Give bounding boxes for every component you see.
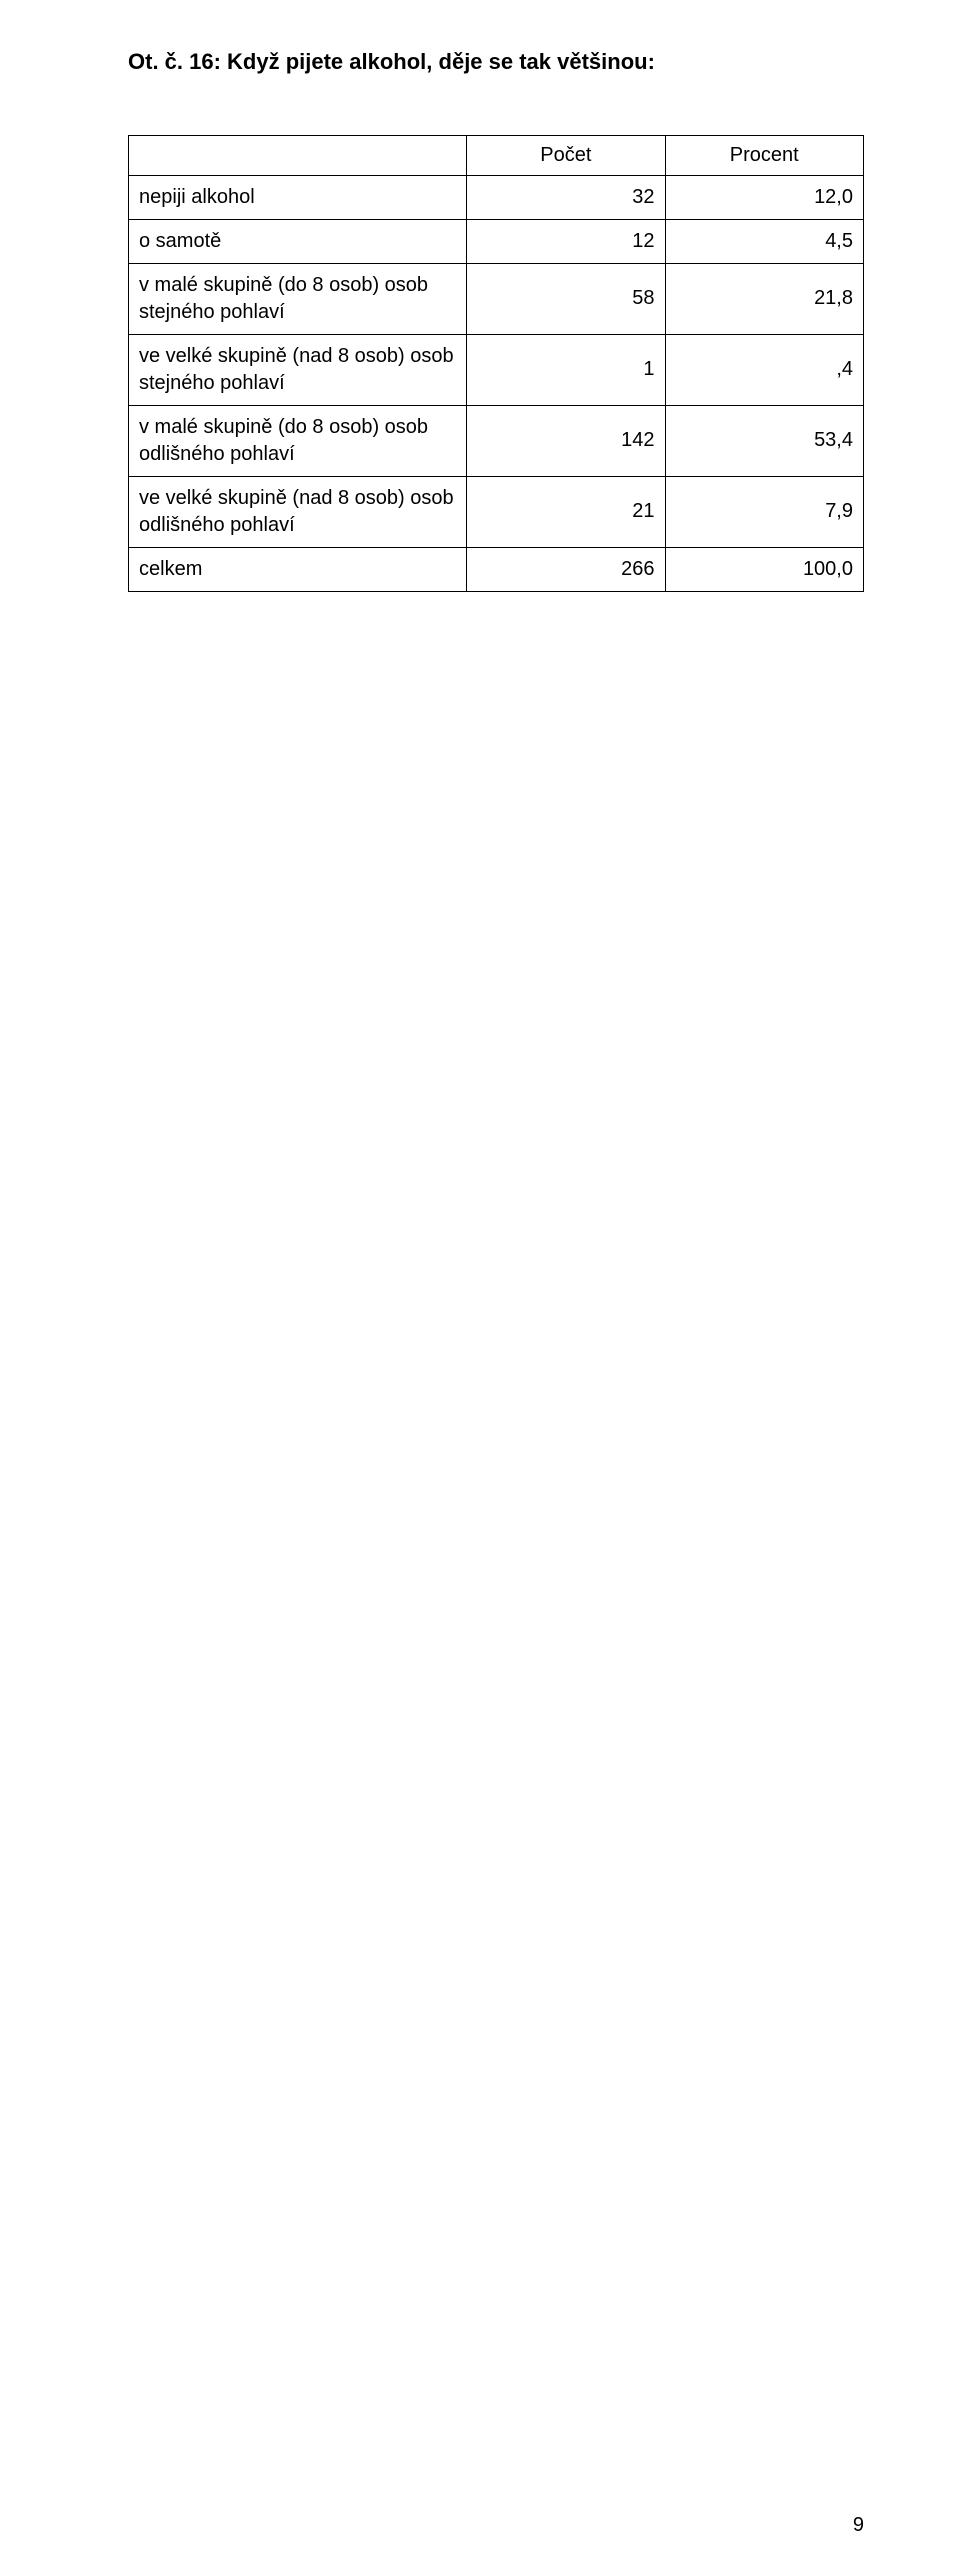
page: Ot. č. 16: Když pijete alkohol, děje se … (0, 0, 960, 2567)
row-label: o samotě (129, 219, 467, 263)
table-row: nepiji alkohol 32 12,0 (129, 175, 864, 219)
results-table: Počet Procent nepiji alkohol 32 12,0 o s… (128, 135, 864, 592)
row-percent: 12,0 (665, 175, 863, 219)
table-row: ve velké skupině (nad 8 osob) osob odliš… (129, 476, 864, 547)
row-count: 21 (467, 476, 665, 547)
row-label: nepiji alkohol (129, 175, 467, 219)
question-heading: Ot. č. 16: Když pijete alkohol, děje se … (128, 48, 864, 77)
row-percent: 53,4 (665, 405, 863, 476)
row-percent: ,4 (665, 334, 863, 405)
table-row: v malé skupině (do 8 osob) osob odlišnéh… (129, 405, 864, 476)
row-label: celkem (129, 547, 467, 591)
row-label: v malé skupině (do 8 osob) osob stejného… (129, 263, 467, 334)
row-count: 142 (467, 405, 665, 476)
row-percent: 100,0 (665, 547, 863, 591)
row-count: 1 (467, 334, 665, 405)
row-label: ve velké skupině (nad 8 osob) osob odliš… (129, 476, 467, 547)
row-count: 32 (467, 175, 665, 219)
row-percent: 4,5 (665, 219, 863, 263)
page-number: 9 (853, 2514, 864, 2537)
row-count: 266 (467, 547, 665, 591)
row-count: 12 (467, 219, 665, 263)
table-header-row: Počet Procent (129, 135, 864, 175)
row-label: v malé skupině (do 8 osob) osob odlišnéh… (129, 405, 467, 476)
row-label: ve velké skupině (nad 8 osob) osob stejn… (129, 334, 467, 405)
table-row: v malé skupině (do 8 osob) osob stejného… (129, 263, 864, 334)
table-row: o samotě 12 4,5 (129, 219, 864, 263)
col-header-count: Počet (467, 135, 665, 175)
table-row: celkem 266 100,0 (129, 547, 864, 591)
row-percent: 7,9 (665, 476, 863, 547)
table-row: ve velké skupině (nad 8 osob) osob stejn… (129, 334, 864, 405)
col-header-empty (129, 135, 467, 175)
col-header-percent: Procent (665, 135, 863, 175)
row-percent: 21,8 (665, 263, 863, 334)
row-count: 58 (467, 263, 665, 334)
